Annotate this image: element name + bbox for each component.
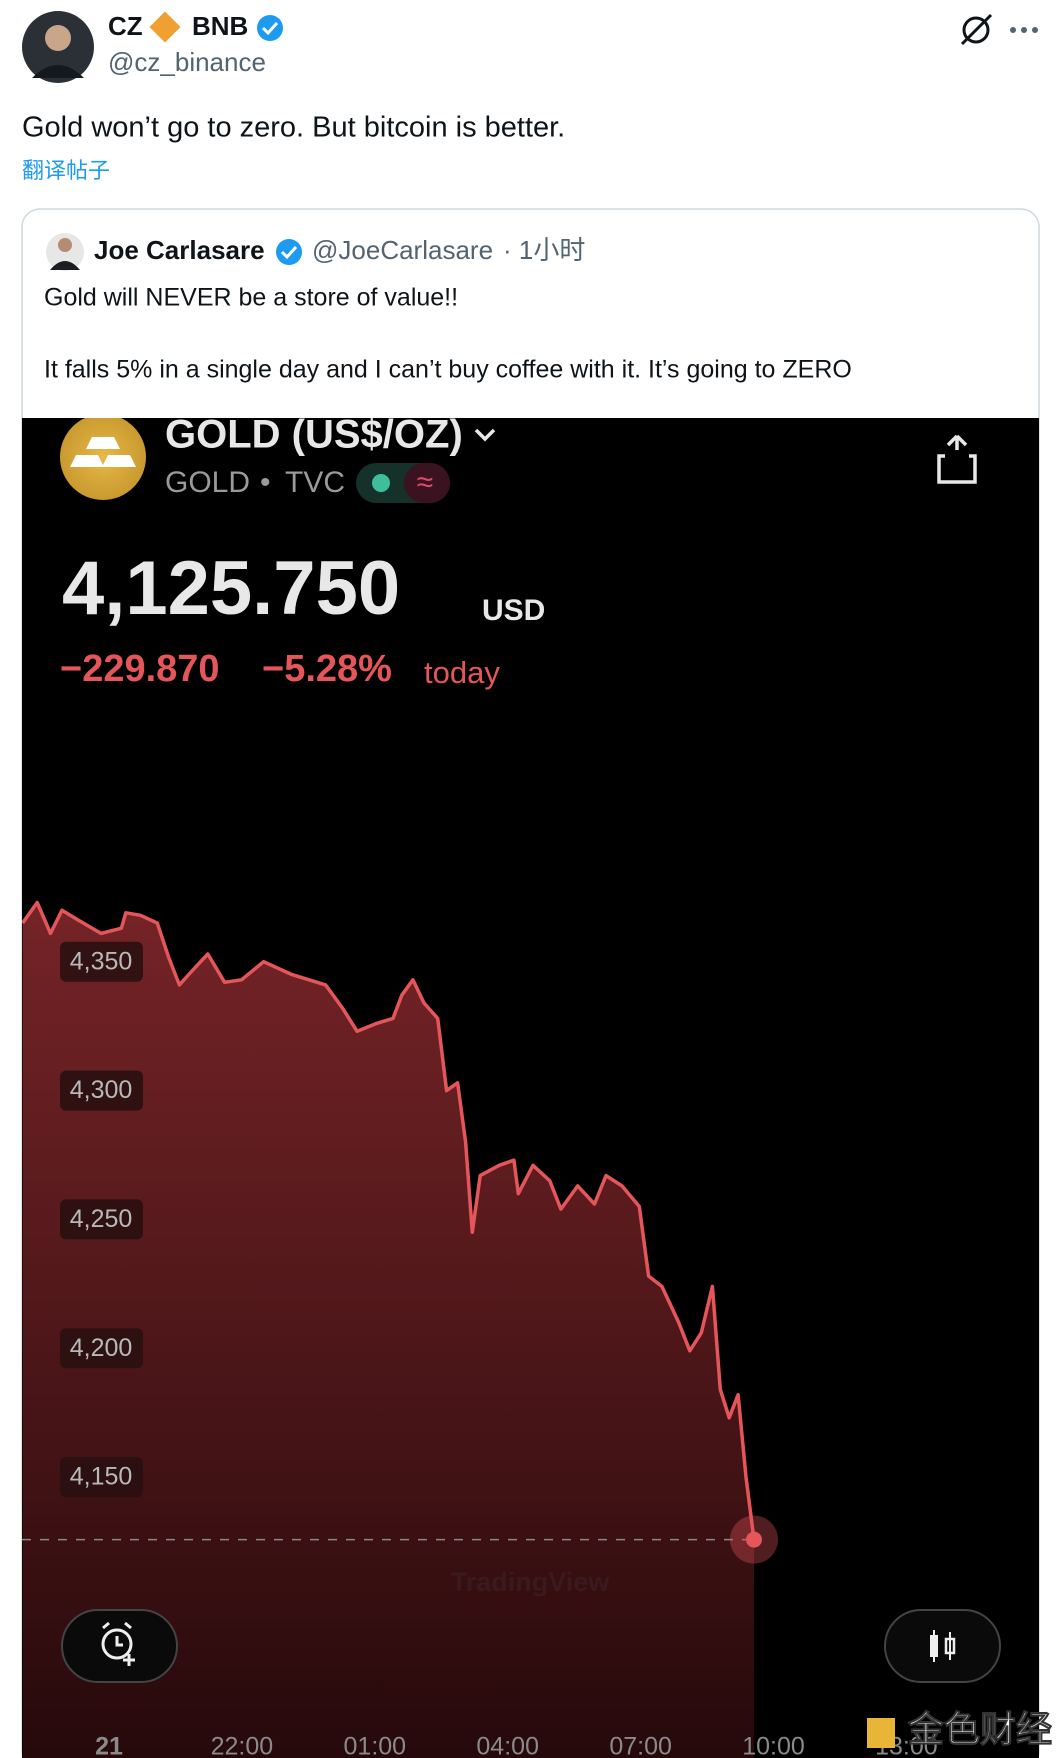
- source-watermark: 金色财经: [907, 1709, 1052, 1750]
- price-line: [22, 900, 756, 1540]
- quote-verified: [276, 239, 302, 265]
- chart-image: GOLD (US$/OZ) GOLD • TVC ≈ 4,125.750 USD…: [22, 413, 1039, 1758]
- avatar-body: [32, 65, 84, 78]
- y-tick-box: [60, 941, 143, 982]
- y-tick-label: 4,300: [70, 1076, 133, 1104]
- area-fill: [22, 902, 755, 1758]
- verified-badge: [257, 15, 283, 41]
- x-tick-label: 22:00: [211, 1733, 274, 1758]
- quote-avatar-body: [50, 261, 80, 270]
- x-tick-label: 01:00: [344, 1733, 407, 1758]
- quote-verified-check: [280, 245, 298, 260]
- status-pill-right: [404, 463, 450, 503]
- y-tick-box: [60, 1199, 143, 1240]
- candles-icon: [930, 1630, 956, 1662]
- change-percent: −5.28%: [262, 648, 392, 690]
- price: 4,125.750: [62, 546, 400, 631]
- grok-icon[interactable]: [960, 13, 993, 46]
- delay-icon: ≈: [417, 466, 433, 499]
- avatar-face: [45, 25, 71, 51]
- gold-bars: [70, 437, 136, 467]
- y-tick-label: 4,150: [70, 1463, 133, 1491]
- market-dot: [372, 474, 390, 492]
- x-tick-label: 21: [95, 1733, 123, 1758]
- x-tick-label: 04:00: [476, 1733, 539, 1758]
- chart-title: GOLD (US$/OZ): [165, 413, 463, 457]
- title-chevron[interactable]: [474, 428, 496, 442]
- author-name[interactable]: CZ: [108, 11, 143, 41]
- x-tick-label: 10:00: [742, 1733, 805, 1758]
- gold-icon: [60, 418, 146, 500]
- x-axis: 21 22:00 01:00 04:00 07:00 10:00 13:00: [95, 1733, 938, 1758]
- x-tick-label: 07:00: [609, 1733, 672, 1758]
- plot: 4,350 4,300 4,250 4,200 4,150: [22, 900, 779, 1758]
- alert-icon: [101, 1621, 135, 1666]
- author-handle[interactable]: @cz_binance: [108, 47, 266, 77]
- quote-line: It falls 5% in a single day and I can’t …: [44, 356, 852, 384]
- quote-time: · 1小时: [503, 235, 585, 265]
- y-tick-box: [60, 1328, 143, 1369]
- share-button[interactable]: [937, 434, 977, 484]
- quote-author: Joe Carlasare: [94, 235, 265, 265]
- separator: •: [260, 466, 271, 499]
- y-tick-label: 4,250: [70, 1205, 133, 1233]
- y-tick-box: [60, 1457, 143, 1498]
- chart-type-button[interactable]: [884, 1609, 1001, 1683]
- author-badge: BNB: [192, 11, 248, 41]
- source-logo: [867, 1718, 895, 1748]
- currency: USD: [482, 594, 545, 627]
- period: today: [424, 655, 500, 690]
- symbol: GOLD: [165, 466, 250, 499]
- exchange: TVC: [285, 466, 345, 499]
- change: −229.870: [60, 648, 220, 690]
- tweet-text: Gold won’t go to zero. But bitcoin is be…: [22, 112, 565, 144]
- quote-handle: @JoeCarlasare: [312, 235, 493, 265]
- translate-link[interactable]: 翻译帖子: [22, 158, 110, 183]
- quote-avatar-face: [58, 238, 72, 252]
- watermark: TradingView: [451, 1567, 611, 1597]
- more-menu[interactable]: [1010, 27, 1038, 33]
- verified-check: [261, 21, 279, 36]
- y-tick-label: 4,200: [70, 1334, 133, 1362]
- quote-line: Gold will NEVER be a store of value!!: [44, 284, 458, 312]
- bnb-diamond: [149, 11, 181, 43]
- last-point: [746, 1531, 763, 1548]
- y-tick-box: [60, 1070, 143, 1111]
- y-tick-label: 4,350: [70, 947, 133, 975]
